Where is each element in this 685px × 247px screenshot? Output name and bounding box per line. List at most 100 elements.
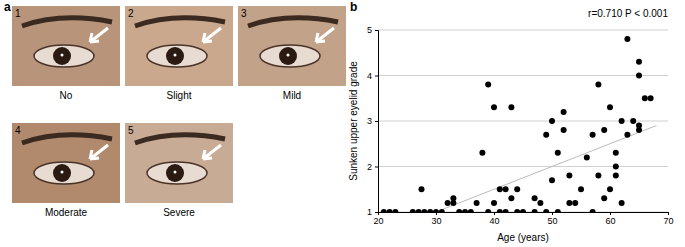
photo: 5 Severe	[125, 123, 233, 218]
point	[555, 150, 561, 156]
x-tick-label: 30	[431, 216, 441, 226]
photo: 2Slight	[125, 6, 233, 101]
photo-number: 4	[15, 125, 21, 136]
photo-number: 5	[128, 125, 134, 136]
y-tick: 2	[367, 162, 378, 172]
point	[584, 154, 590, 160]
y-tick-label: 2	[367, 162, 372, 172]
y-tick-mark	[375, 30, 378, 31]
point	[590, 209, 596, 212]
point	[566, 200, 572, 206]
point	[619, 118, 625, 124]
photo-caption: Moderate	[45, 207, 88, 218]
point	[427, 209, 433, 212]
point	[613, 164, 619, 170]
point	[497, 209, 503, 212]
grid-line	[378, 75, 668, 76]
point	[555, 209, 561, 212]
photo: 3Mild	[238, 6, 346, 101]
figure: ab1No2Slight3Mild4Moderate5Severe2030405…	[0, 0, 685, 247]
x-tick-label: 20	[373, 216, 383, 226]
x-tick-mark	[668, 212, 669, 215]
point	[433, 209, 439, 212]
photo-frame	[12, 6, 120, 86]
x-tick: 20	[373, 212, 383, 226]
photo-caption: Severe	[163, 207, 195, 218]
x-tick-label: 50	[547, 216, 557, 226]
y-tick-label: 1	[367, 207, 372, 217]
point	[491, 200, 497, 206]
arrow	[316, 28, 334, 42]
point	[561, 109, 567, 115]
y-axis-line	[375, 31, 379, 213]
arrow	[203, 145, 221, 159]
y-axis: 12345	[367, 25, 379, 217]
point	[595, 173, 601, 179]
highlight	[61, 54, 64, 57]
y-tick: 4	[367, 71, 378, 81]
iris	[53, 47, 71, 65]
photo-frame	[238, 6, 346, 86]
x-tick-label: 40	[489, 216, 499, 226]
eye	[147, 45, 207, 67]
x-axis-title: Age (years)	[497, 232, 549, 243]
point	[549, 118, 555, 124]
point	[468, 209, 474, 212]
y-tick-label: 4	[367, 71, 372, 81]
x-tick-mark	[494, 212, 495, 215]
y-tick-label: 5	[367, 25, 372, 35]
point	[607, 186, 613, 192]
point	[410, 209, 416, 212]
point	[450, 200, 456, 206]
point	[601, 127, 607, 133]
arrow	[203, 28, 221, 42]
eyebrow	[135, 18, 225, 26]
point	[595, 82, 601, 88]
point	[532, 195, 538, 201]
point	[630, 118, 636, 124]
y-tick-mark	[375, 167, 378, 168]
panel-label: a	[4, 0, 11, 14]
x-tick: 60	[605, 212, 615, 226]
photo: 1No	[12, 6, 120, 101]
point	[387, 209, 393, 212]
photo-number: 1	[15, 8, 21, 19]
point	[601, 195, 607, 201]
x-axis: 203040506070	[373, 212, 673, 226]
iris	[166, 47, 184, 65]
x-tick-mark	[552, 212, 553, 215]
point	[485, 209, 491, 212]
x-tick-mark	[610, 212, 611, 215]
y-tick-mark	[375, 76, 378, 77]
point	[561, 127, 567, 133]
point	[619, 200, 625, 206]
photo-frame	[125, 123, 233, 203]
point	[543, 132, 549, 138]
point	[624, 36, 630, 42]
point	[479, 150, 485, 156]
point	[636, 59, 642, 65]
x-tick: 30	[431, 212, 441, 226]
point	[381, 209, 387, 212]
point	[590, 132, 596, 138]
arrow	[90, 145, 108, 159]
x-tick-label: 60	[605, 216, 615, 226]
plot-area	[381, 36, 657, 212]
iris	[166, 164, 184, 182]
point	[439, 209, 445, 212]
point	[508, 104, 514, 110]
point	[636, 123, 642, 129]
y-axis-title: Sunken upper eyelid grade	[348, 61, 359, 181]
highlight	[61, 171, 64, 174]
photo: 4 Moderate	[12, 123, 120, 218]
y-tick-mark	[375, 121, 378, 122]
point	[636, 73, 642, 79]
point	[419, 186, 425, 192]
point	[520, 209, 526, 212]
photo-caption: Slight	[166, 90, 191, 101]
panel-label: b	[350, 0, 357, 14]
photo-frame	[125, 6, 233, 86]
point	[421, 209, 427, 212]
trend-line	[436, 126, 656, 212]
eyebrow	[135, 135, 225, 143]
